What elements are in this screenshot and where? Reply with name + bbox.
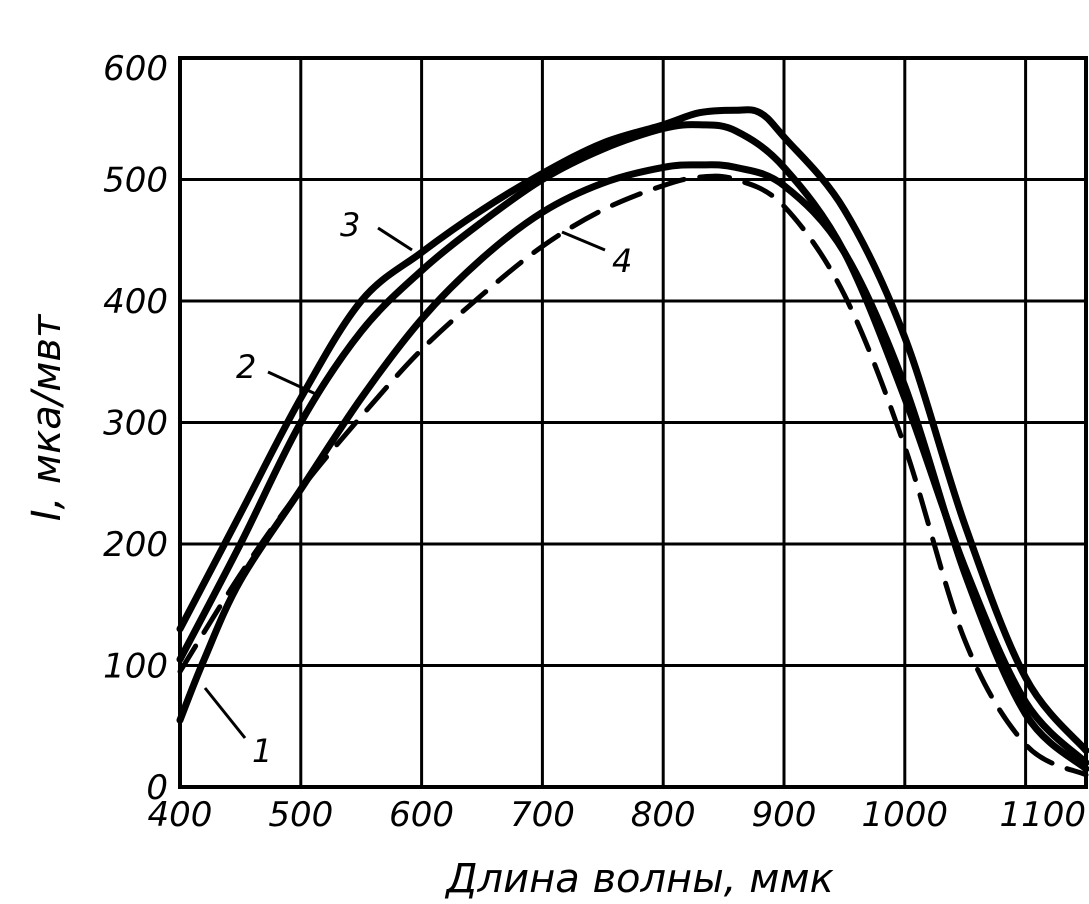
y-tick-label-600: 600 bbox=[103, 49, 168, 89]
series-line-4 bbox=[177, 173, 1089, 778]
x-tick-label-1100: 1100 bbox=[999, 795, 1086, 835]
y-tick-label-400: 400 bbox=[103, 282, 168, 322]
x-tick-label-1000: 1000 bbox=[862, 795, 949, 835]
y-tick-label-200: 200 bbox=[103, 525, 168, 565]
curve-label-1: 1 bbox=[252, 732, 272, 770]
x-tick-label-600: 600 bbox=[389, 795, 454, 835]
series-line-3 bbox=[176, 106, 1089, 754]
x-axis-label: Длина волны, ммк bbox=[444, 856, 833, 902]
plot-frame bbox=[178, 56, 1088, 789]
series-layer bbox=[176, 106, 1089, 778]
y-tick-label-0: 0 bbox=[146, 768, 168, 808]
x-tick-label-800: 800 bbox=[631, 795, 696, 835]
x-tick-label-700: 700 bbox=[510, 795, 575, 835]
y-tick-label-500: 500 bbox=[103, 161, 168, 201]
curve-label-3: 3 bbox=[340, 206, 360, 244]
curve-label-2: 2 bbox=[236, 348, 256, 386]
tick-labels: 400 500 600 700 800 900 1000 1100 0 100 200 300 400 5… bbox=[103, 49, 1086, 835]
x-tick-label-500: 500 bbox=[268, 795, 333, 835]
x-tick-label-400: 400 bbox=[148, 795, 213, 835]
leader-line-2 bbox=[267, 370, 319, 397]
curve-label-leaders bbox=[203, 226, 606, 739]
x-tick-label-900: 900 bbox=[752, 795, 817, 835]
y-tick-label-300: 300 bbox=[103, 404, 168, 444]
curve-label-4: 4 bbox=[612, 242, 632, 280]
series-line-2 bbox=[176, 121, 1089, 767]
leader-line-4 bbox=[561, 230, 606, 252]
leader-line-1 bbox=[203, 687, 247, 739]
grid bbox=[178, 56, 1088, 789]
y-tick-label-100: 100 bbox=[103, 647, 168, 687]
leader-line-3 bbox=[377, 226, 413, 252]
y-axis-label: I, мка/мвт bbox=[24, 313, 70, 521]
